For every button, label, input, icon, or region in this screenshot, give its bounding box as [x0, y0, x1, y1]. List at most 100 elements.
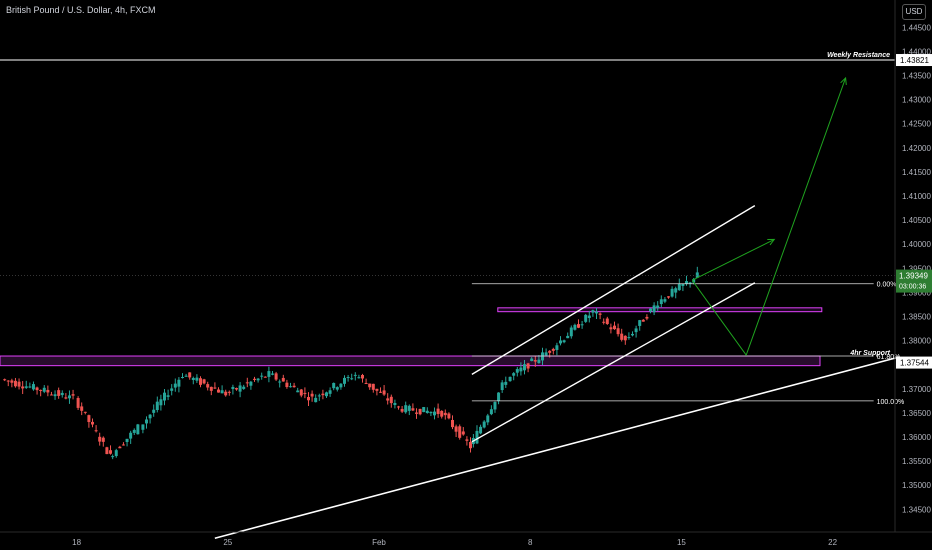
projection-arrow-path — [691, 77, 847, 357]
candle-body — [602, 321, 606, 323]
candle-body — [519, 367, 523, 372]
candle-body — [238, 385, 242, 392]
candle-body — [422, 407, 426, 413]
y-tick-label: 1.39500 — [902, 264, 931, 273]
candle-body — [605, 318, 609, 324]
candle-body — [249, 381, 253, 386]
y-tick-label: 1.36000 — [902, 433, 931, 442]
candle-body — [274, 373, 278, 380]
candle-body — [101, 437, 105, 442]
candle-body — [415, 412, 418, 414]
candle-body — [136, 424, 140, 435]
candle-body — [242, 386, 246, 389]
candle-body — [461, 431, 465, 435]
candle-body — [263, 376, 267, 378]
candle-body — [57, 390, 61, 396]
candle-body — [163, 392, 166, 401]
candle-body — [497, 392, 501, 401]
symbol-title[interactable]: British Pound / U.S. Dollar, 4h, FXCM — [6, 5, 156, 15]
candle-body — [465, 439, 469, 441]
candle-body — [548, 350, 552, 353]
candle-body — [332, 382, 336, 389]
candle-body — [584, 314, 588, 322]
candle-body — [39, 389, 43, 391]
y-tick-label: 1.42500 — [902, 120, 931, 129]
candle-body — [145, 419, 148, 424]
candle-body — [566, 335, 570, 339]
candle-body — [80, 406, 84, 411]
candle-body — [184, 375, 188, 377]
candle-body — [296, 390, 300, 393]
candle-body — [209, 386, 213, 391]
candle-body — [429, 411, 433, 414]
candle-body — [227, 391, 231, 393]
candle-body — [504, 381, 508, 385]
candle-body — [235, 388, 238, 390]
candle-body — [91, 421, 94, 425]
candle-body — [191, 377, 195, 380]
fib-level-label: 100.00% — [877, 399, 905, 406]
candle-body — [307, 396, 310, 401]
weekly-resistance-price-tag: 1.43821 — [900, 56, 929, 65]
time-axis[interactable]: 1825Feb81522Mar81522 — [72, 538, 932, 547]
projection-arrow-path — [691, 238, 775, 281]
candle-body — [6, 380, 10, 382]
candle-body — [569, 327, 573, 337]
candle-body — [447, 413, 451, 419]
candle-body — [523, 364, 526, 371]
x-tick-label: 22 — [828, 538, 837, 547]
candle-body — [587, 315, 591, 319]
candle-body — [141, 424, 145, 430]
candle-body — [371, 383, 375, 390]
candle-body — [21, 386, 25, 389]
candle-body — [303, 392, 307, 394]
candle-body — [695, 272, 699, 278]
support-price-tag: 1.37544 — [900, 359, 929, 368]
candle-body — [616, 328, 620, 335]
candle-body — [577, 324, 580, 328]
price-axis[interactable]: 1.34500 1.35000 1.35500 1.36000 1.36500 1.370… — [902, 23, 931, 514]
candle-body — [49, 394, 53, 396]
drawings-layer — [214, 76, 898, 539]
y-tick-label: 1.37000 — [902, 385, 931, 394]
candle-body — [652, 305, 656, 313]
candle-body — [199, 378, 202, 385]
y-tick-label: 1.34500 — [902, 505, 931, 514]
candle-body — [544, 352, 548, 356]
candle-body — [177, 379, 181, 387]
candle-body — [526, 363, 530, 369]
candle-body — [152, 409, 156, 413]
candle-body — [83, 411, 87, 413]
candle-body — [361, 374, 364, 379]
candle-body — [411, 408, 415, 411]
y-tick-label: 1.41000 — [902, 192, 931, 201]
candle-body — [292, 385, 296, 388]
candle-body — [663, 299, 667, 302]
candle-body — [620, 333, 624, 340]
candle-body — [278, 381, 282, 383]
currency-button[interactable]: USD — [902, 4, 926, 20]
candle-body — [335, 387, 339, 390]
candle-body — [46, 389, 50, 393]
candle-body — [224, 391, 228, 396]
support-trendline — [214, 356, 898, 539]
candle-body — [253, 378, 256, 380]
current-price-tag: 1.39349 — [899, 272, 928, 281]
channel-lower-line — [471, 282, 756, 443]
candle-body — [479, 426, 483, 434]
candle-body — [475, 430, 479, 444]
weekly-resistance-price-tag-bg — [896, 54, 932, 67]
candle-body — [31, 384, 35, 390]
candle-body — [375, 388, 379, 391]
candle-body — [397, 406, 400, 408]
zones-layer — [0, 307, 823, 367]
candle-body — [220, 390, 224, 394]
candle-body — [267, 371, 271, 377]
candle-body — [641, 319, 645, 322]
candle-body — [688, 282, 692, 284]
projection-arrowhead — [767, 238, 776, 246]
candle-body — [685, 281, 688, 284]
candle-body — [231, 386, 235, 390]
